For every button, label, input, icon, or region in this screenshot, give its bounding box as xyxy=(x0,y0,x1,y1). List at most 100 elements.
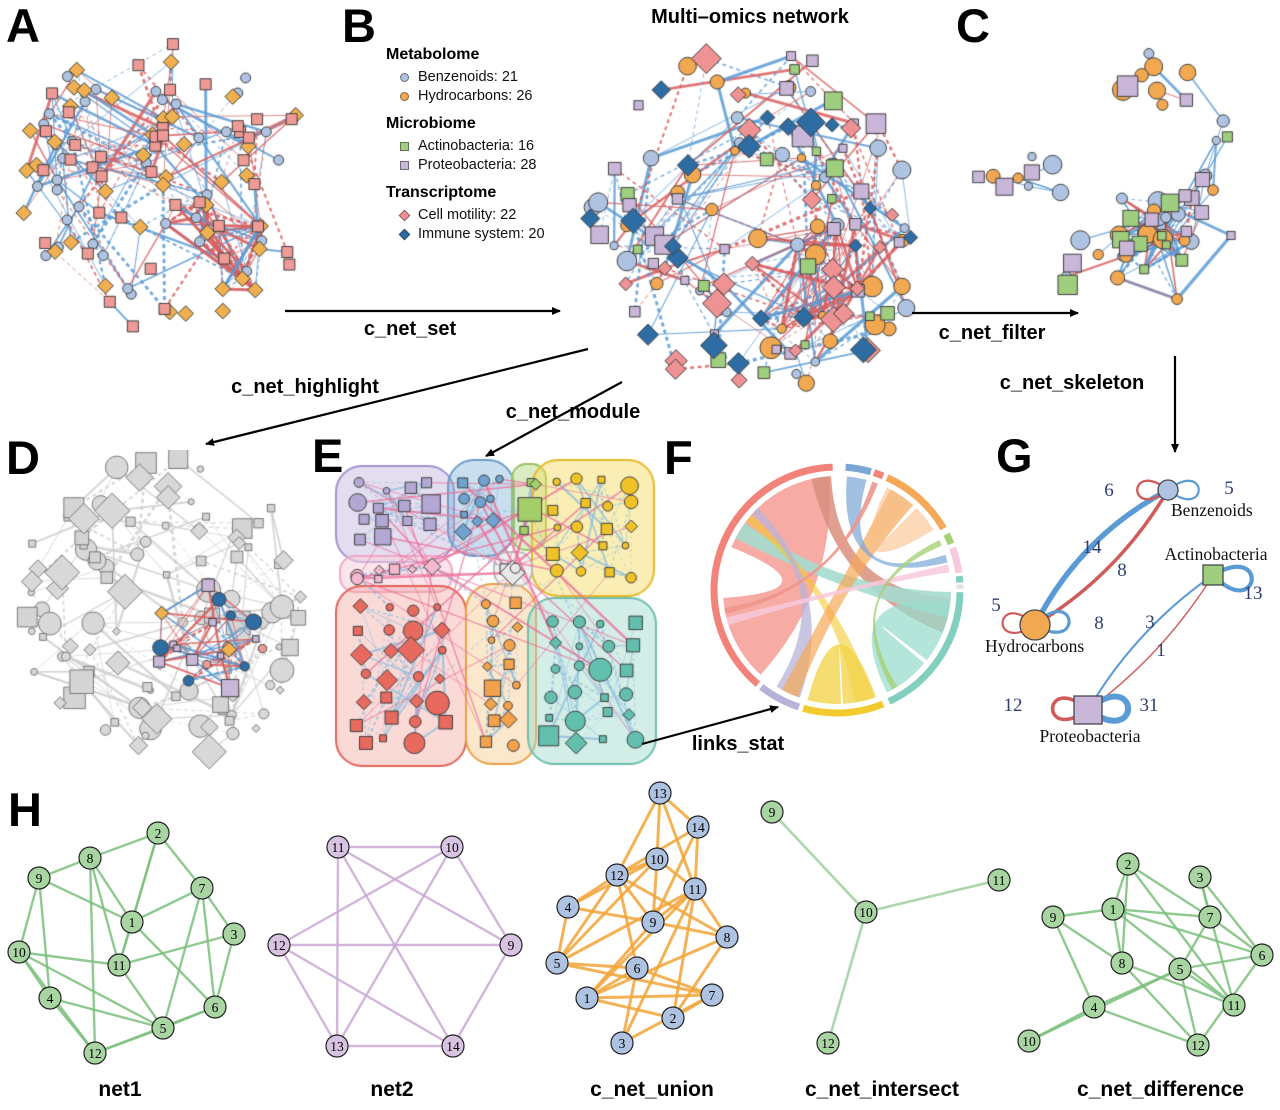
small-net-node-label: 1 xyxy=(584,991,591,1006)
small-net-node-label: 4 xyxy=(47,991,54,1006)
small-net-node xyxy=(83,1041,107,1065)
chord-arc-segment xyxy=(955,575,964,583)
small-net-node xyxy=(1250,943,1274,967)
title-c-net-union: c_net_union xyxy=(590,1078,714,1101)
small-net-node xyxy=(661,1006,685,1030)
self-loop xyxy=(1086,693,1132,724)
actinobacteria-node xyxy=(1202,564,1224,586)
chord-arc-segment xyxy=(845,463,872,476)
small-net-edge xyxy=(118,964,164,1029)
small-net-node-label: 6 xyxy=(212,1000,219,1015)
small-net-node xyxy=(1017,1029,1041,1053)
small-net-edge xyxy=(1127,862,1211,919)
small-net-node xyxy=(441,1034,465,1058)
small-net-edge xyxy=(826,911,868,1044)
small-net-node-label: 12 xyxy=(1191,1038,1205,1053)
small-net-edge xyxy=(556,887,696,965)
title-net2: net2 xyxy=(370,1078,414,1101)
edge-weight-label: 31 xyxy=(1140,695,1159,716)
small-net-node-label: 11 xyxy=(1228,998,1241,1013)
small-net-edge xyxy=(335,846,340,1047)
small-net-node xyxy=(1186,1033,1210,1057)
small-net-node xyxy=(610,1031,634,1055)
chord-arc-segment xyxy=(887,592,964,705)
small-net-node xyxy=(686,815,710,839)
small-net-node xyxy=(625,956,649,980)
small-net-node xyxy=(267,933,291,957)
small-net-node-label: 9 xyxy=(769,805,776,820)
small-net-node-label: 14 xyxy=(446,1039,460,1054)
small-net-edge xyxy=(18,950,120,967)
small-net-node-label: 9 xyxy=(36,871,43,886)
legend-item: Proteobacteria: 28 xyxy=(400,157,621,173)
small-net-node xyxy=(816,1031,840,1055)
small-net-node-label: 11 xyxy=(689,882,702,897)
small-net-node xyxy=(7,940,31,964)
small-net-edge xyxy=(88,857,121,966)
small-net-edge xyxy=(157,832,203,889)
skeleton-edge xyxy=(1087,574,1214,711)
panel-h-net2: 9 10 11 12 13 14 xyxy=(267,835,523,1058)
small-net-node xyxy=(683,877,707,901)
chord-ribbon xyxy=(781,489,914,698)
small-net-node xyxy=(326,835,350,859)
legend-item: Benzenoids: 21 xyxy=(400,69,621,85)
small-net-node-label: 7 xyxy=(1207,910,1214,925)
small-net-node xyxy=(222,922,246,946)
small-net-node-label: 10 xyxy=(1022,1034,1036,1049)
small-net-edge xyxy=(335,846,454,1047)
square-legend-symbol-icon xyxy=(400,160,409,170)
small-net-node-label: 6 xyxy=(634,961,641,976)
small-net-edge xyxy=(200,887,217,1008)
legend-item-label: Actinobacteria: 16 xyxy=(418,138,535,154)
small-net-edge xyxy=(278,845,453,947)
small-net-node xyxy=(190,876,214,900)
self-loop xyxy=(1167,479,1200,501)
small-net-edge xyxy=(38,876,133,924)
small-net-edge xyxy=(117,832,160,966)
skeleton-node-label: Proteobacteria xyxy=(1039,726,1140,746)
legend-item: Cell motility: 22 xyxy=(398,207,621,223)
legend-heading-metabolome: Metabolome xyxy=(386,46,480,63)
small-net-edge xyxy=(556,961,638,970)
small-net-node-label: 12 xyxy=(88,1046,102,1061)
legend-item-label: Hydrocarbons: 26 xyxy=(418,88,533,104)
small-net-edge xyxy=(652,920,728,939)
small-net-node-label: 9 xyxy=(1050,910,1057,925)
chord-ribbon xyxy=(846,476,948,568)
small-net-node-label: 8 xyxy=(724,930,731,945)
small-net-node xyxy=(556,895,580,919)
small-net-edge xyxy=(161,887,204,1029)
title-net1: net1 xyxy=(98,1078,142,1101)
legend-item-label: Proteobacteria: 28 xyxy=(418,157,537,173)
chord-arc-segment xyxy=(872,469,885,480)
small-net-node-label: 7 xyxy=(199,881,206,896)
small-net-edge xyxy=(671,888,697,1019)
panel-e-modules-canvas xyxy=(306,456,670,774)
small-net-node-label: 4 xyxy=(565,900,572,915)
small-net-edge xyxy=(131,921,216,1008)
small-net-edge xyxy=(118,932,235,967)
skeleton-edge xyxy=(1033,488,1170,627)
small-net-edge xyxy=(89,831,159,860)
small-net-edge xyxy=(1120,863,1130,964)
arrow-label-c-net-module: c_net_module xyxy=(505,401,641,423)
small-net-edge xyxy=(1112,908,1235,1006)
chord-arc-segment xyxy=(759,684,801,711)
small-net-node-label: 6 xyxy=(1259,948,1266,963)
small-net-node xyxy=(715,925,739,949)
small-net-node-label: 2 xyxy=(670,1011,677,1026)
skeleton-node-label: Hydrocarbons xyxy=(985,636,1084,656)
small-net-edge xyxy=(88,857,134,923)
small-net-node-label: 4 xyxy=(1091,1000,1098,1015)
small-net-node xyxy=(1110,951,1134,975)
panel-letter-c: C xyxy=(956,0,990,52)
small-net-edge xyxy=(586,993,713,1000)
edge-weight-label: 14 xyxy=(1083,537,1103,558)
chord-ribbon xyxy=(723,476,830,675)
chord-arc-segment xyxy=(710,463,833,687)
small-net-node xyxy=(27,866,51,890)
